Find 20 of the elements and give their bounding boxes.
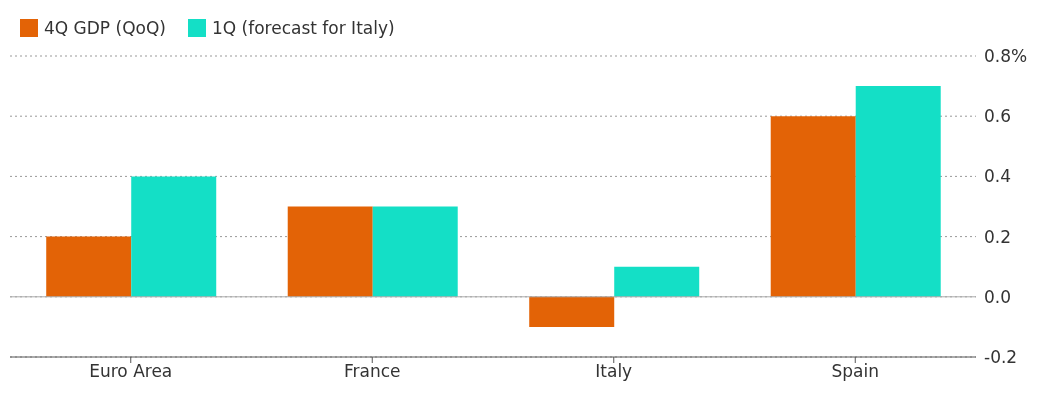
bar: [855, 86, 941, 297]
bar: [614, 266, 700, 297]
y-tick-label: 0.8%: [984, 46, 1028, 67]
bar: [770, 116, 856, 297]
bar: [372, 206, 458, 297]
x-tick-label: Italy: [595, 361, 633, 382]
bar: [287, 206, 373, 297]
y-tick-label: 0.2: [984, 226, 1012, 247]
x-tick-label: Spain: [831, 361, 879, 382]
bar: [529, 296, 615, 327]
y-tick-label: 0.0: [984, 286, 1012, 307]
y-tick-label: -0.2: [984, 347, 1018, 368]
y-tick-label: 0.4: [984, 166, 1012, 187]
bar: [46, 236, 132, 297]
legend-label: 1Q (forecast for Italy): [211, 18, 395, 38]
x-tick-label: France: [343, 361, 401, 382]
x-tick-label: Euro Area: [89, 361, 173, 382]
legend-label: 4Q GDP (QoQ): [44, 18, 166, 38]
y-tick-label: 0.6: [984, 106, 1012, 127]
bar: [131, 176, 217, 297]
